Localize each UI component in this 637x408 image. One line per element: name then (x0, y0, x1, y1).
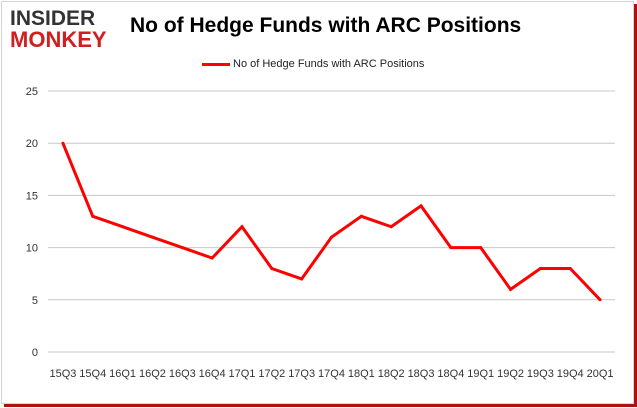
data-point (479, 246, 483, 250)
data-point (121, 225, 125, 229)
x-tick-label: 17Q3 (288, 368, 315, 380)
data-point (509, 287, 513, 291)
x-tick-label: 17Q1 (229, 368, 256, 380)
data-point (300, 277, 304, 281)
chart-title: No of Hedge Funds with ARC Positions (130, 14, 522, 37)
x-tick-label: 17Q4 (318, 368, 345, 380)
y-tick-label: 5 (32, 295, 38, 307)
x-tick-label: 18Q4 (437, 368, 464, 380)
data-point (210, 256, 214, 260)
x-tick-label: 18Q3 (408, 368, 435, 380)
data-point (91, 214, 95, 218)
y-tick-label: 15 (26, 190, 38, 202)
series-line (61, 142, 602, 301)
data-point (568, 266, 572, 270)
data-point (598, 298, 602, 302)
x-tick-label: 16Q1 (109, 368, 136, 380)
insider-monkey-logo: INSIDER MONKEY (10, 8, 114, 52)
y-tick-label: 25 (26, 86, 38, 98)
data-point (150, 235, 154, 239)
logo-text-bottom: MONKEY (10, 27, 107, 52)
x-tick-label: 17Q2 (258, 368, 285, 380)
y-tick-label: 20 (26, 138, 38, 150)
data-point (538, 266, 542, 270)
legend-label: No of Hedge Funds with ARC Positions (233, 58, 425, 70)
x-tick-label: 15Q4 (79, 368, 106, 380)
y-tick-label: 10 (26, 243, 38, 255)
x-tick-label: 19Q3 (527, 368, 554, 380)
x-tick-label: 20Q1 (587, 368, 614, 380)
y-tick-label: 0 (32, 347, 38, 359)
data-point (61, 141, 65, 145)
x-tick-label: 16Q4 (199, 368, 226, 380)
x-tick-label: 18Q2 (378, 368, 405, 380)
data-point (270, 266, 274, 270)
chart-legend: No of Hedge Funds with ARC Positions (202, 57, 424, 71)
data-point (449, 246, 453, 250)
data-point (359, 214, 363, 218)
data-point (180, 246, 184, 250)
x-tick-label: 19Q1 (467, 368, 494, 380)
x-tick-label: 19Q2 (497, 368, 524, 380)
data-point (389, 225, 393, 229)
x-tick-label: 16Q2 (139, 368, 166, 380)
data-point (419, 204, 423, 208)
logo-text-top: INSIDER (10, 7, 96, 30)
x-tick-label: 18Q1 (348, 368, 375, 380)
data-point (330, 235, 333, 239)
legend-swatch (202, 62, 230, 66)
x-tick-label: 19Q4 (557, 368, 584, 380)
data-point (240, 225, 244, 229)
x-tick-label: 15Q3 (49, 368, 76, 380)
x-tick-label: 16Q3 (169, 368, 196, 380)
